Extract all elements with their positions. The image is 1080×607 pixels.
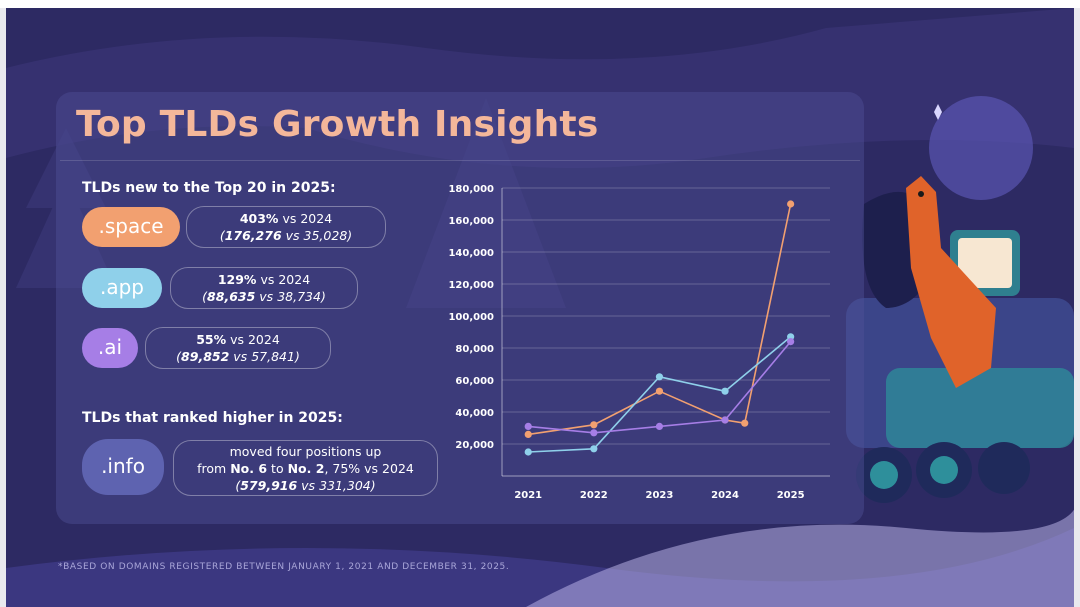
y-tick-label: 160,000 xyxy=(448,216,494,227)
pct-value: 55% xyxy=(196,332,227,347)
tld-pill-space: .space xyxy=(82,207,180,247)
previous-count: 57,841 xyxy=(251,349,295,364)
x-tick-label: 2024 xyxy=(711,490,739,501)
pct-value: 403% xyxy=(239,211,279,226)
current-count: 176,276 xyxy=(224,228,282,243)
from-rank: No. 6 xyxy=(230,461,268,476)
line-chart: 20,000 40,000 60,000 80,000 100,000 120,000 14… xyxy=(448,184,830,501)
pct-value: 129% xyxy=(217,272,257,287)
y-tick-label: 140,000 xyxy=(448,248,494,259)
vs-word: vs xyxy=(285,228,300,243)
stat-card-app: 129% vs 2024 (88,635 vs 38,734) xyxy=(170,267,358,309)
tld-pill-ai: .ai xyxy=(82,328,138,368)
current-count: 89,852 xyxy=(181,349,230,364)
x-tick-label: 2023 xyxy=(646,490,674,501)
title-divider xyxy=(60,160,860,161)
x-tick-label: 2021 xyxy=(514,490,542,501)
data-point-space xyxy=(787,200,795,208)
y-tick-label: 40,000 xyxy=(455,408,494,419)
vs-year-label: vs 2024 xyxy=(230,332,280,347)
data-point-app xyxy=(590,445,598,453)
new-tlds-heading: TLDs new to the Top 20 in 2025: xyxy=(82,180,336,196)
to-rank: No. 2 xyxy=(287,461,325,476)
vs-word: vs xyxy=(259,289,274,304)
vs-word: vs xyxy=(233,349,248,364)
x-tick-label: 2025 xyxy=(777,490,805,501)
x-tick-label: 2022 xyxy=(580,490,608,501)
data-point-ai xyxy=(655,422,664,430)
data-point-ai xyxy=(787,338,795,346)
page-title: Top TLDs Growth Insights xyxy=(76,104,599,145)
infographic-scene xyxy=(6,8,1074,607)
background-illustration xyxy=(6,8,1074,607)
vs-year-label: vs 2024 xyxy=(260,272,311,287)
top-strip xyxy=(0,0,1080,8)
data-point-app xyxy=(655,373,664,381)
data-point-space xyxy=(655,387,664,395)
tld-pill-info: .info xyxy=(82,439,164,495)
stat-card-info: moved four positions up from No. 6 to No… xyxy=(173,440,438,496)
data-point-space xyxy=(590,421,598,429)
data-point-ai xyxy=(590,429,598,437)
growth-text: , 75% vs 2024 xyxy=(324,461,414,476)
previous-count: 35,028 xyxy=(303,228,348,243)
series-line-space xyxy=(528,203,792,436)
data-point-ai xyxy=(524,422,532,430)
footnote: *BASED ON DOMAINS REGISTERED BETWEEN JAN… xyxy=(58,562,510,572)
data-point-app xyxy=(524,448,532,456)
stat-card-ai: 55% vs 2024 (89,852 vs 57,841) xyxy=(145,327,331,369)
from-word: from xyxy=(197,461,227,476)
vs-year-label: vs 2024 xyxy=(282,211,333,226)
tld-pill-app: .app xyxy=(82,268,162,308)
previous-count: 38,734 xyxy=(277,289,321,304)
previous-count: 331,304 xyxy=(319,478,371,493)
y-tick-label: 60,000 xyxy=(455,376,494,387)
data-point-space xyxy=(524,430,532,438)
data-point-ai xyxy=(721,416,729,424)
data-point-space xyxy=(741,419,749,427)
to-word: to xyxy=(271,461,284,476)
info-line1: moved four positions up xyxy=(229,444,382,459)
ranked-tlds-heading: TLDs that ranked higher in 2025: xyxy=(82,410,343,426)
series-line-ai xyxy=(528,341,792,434)
y-tick-label: 120,000 xyxy=(448,280,494,291)
stat-card-space: 403% vs 2024 (176,276 vs 35,028) xyxy=(186,206,386,248)
y-tick-label: 20,000 xyxy=(455,440,494,451)
vs-word: vs xyxy=(301,478,316,493)
current-count: 579,916 xyxy=(240,478,298,493)
y-tick-label: 100,000 xyxy=(448,312,494,323)
y-tick-label: 180,000 xyxy=(448,184,494,195)
y-tick-label: 80,000 xyxy=(455,344,494,355)
data-point-app xyxy=(721,387,729,395)
current-count: 88,635 xyxy=(207,289,256,304)
